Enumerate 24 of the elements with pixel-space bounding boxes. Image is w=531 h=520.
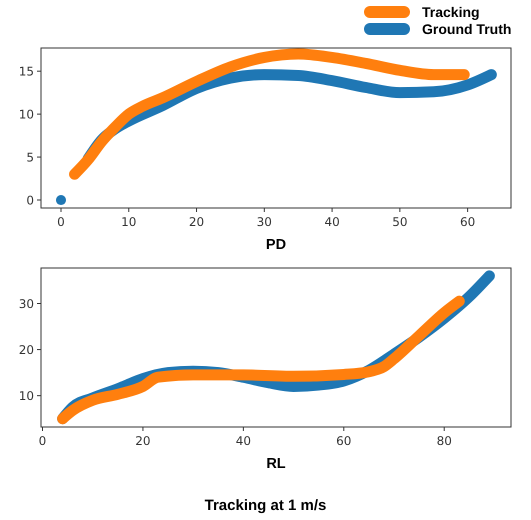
- x-tick-label: 0: [57, 215, 65, 229]
- x-tick-label: 0: [38, 434, 46, 448]
- x-tick-label: 40: [236, 434, 251, 448]
- x-tick-label: 60: [460, 215, 476, 229]
- legend-label: Tracking: [422, 4, 480, 20]
- x-tick-label: 40: [324, 215, 340, 229]
- x-tick-label: 30: [256, 215, 272, 229]
- x-tick-label: 80: [436, 434, 452, 448]
- x-tick-label: 60: [336, 434, 352, 448]
- x-tick-label: 50: [392, 215, 408, 229]
- x-tick-label: 20: [135, 434, 151, 448]
- y-tick-label: 30: [18, 296, 34, 311]
- y-tick-label: 20: [18, 343, 34, 358]
- y-tick-label: 10: [18, 389, 34, 404]
- y-tick-label: 0: [26, 194, 34, 208]
- x-axis-title: PD: [266, 237, 286, 253]
- y-tick-label: 15: [18, 64, 34, 79]
- x-axis-title: RL: [266, 456, 286, 472]
- y-tick-label: 10: [18, 108, 34, 122]
- x-tick-label: 20: [188, 215, 204, 229]
- text: Tracking at 1 m/s: [204, 497, 326, 514]
- x-tick-label: 10: [121, 215, 136, 229]
- y-tick-label: 5: [26, 150, 34, 165]
- legend-label: Ground Truth: [422, 21, 512, 37]
